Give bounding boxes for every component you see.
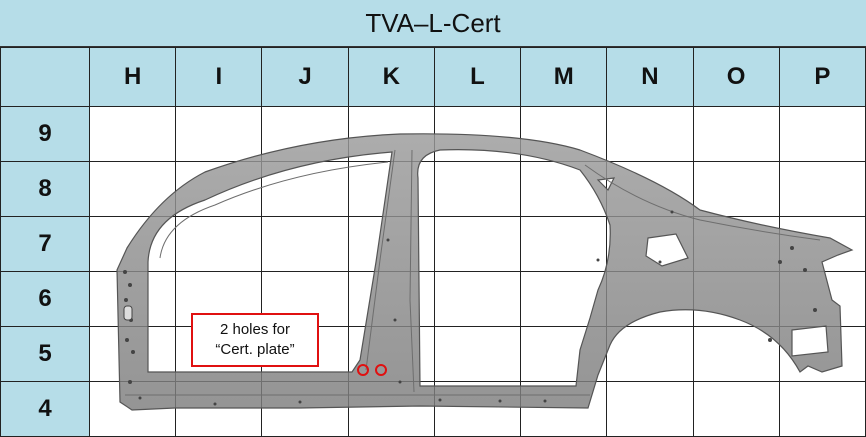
row-label: 6 (0, 271, 90, 327)
column-label: M (520, 47, 608, 107)
column-label: N (606, 47, 694, 107)
column-header-row: H I J K L M N O P (0, 47, 866, 107)
column-label: P (778, 47, 866, 107)
reference-grid: H I J K L M N O P 9 8 7 6 5 4 (0, 47, 866, 437)
grid-row: 9 (0, 106, 866, 162)
row-label: 5 (0, 326, 90, 382)
column-label: L (433, 47, 522, 107)
callout-line-2: “Cert. plate” (215, 341, 295, 358)
diagram-title: TVA–L-Cert (0, 0, 866, 47)
callout-line-1: 2 holes for (219, 321, 291, 338)
grid-row: 7 (0, 216, 866, 272)
grid-corner (0, 47, 90, 107)
column-label: I (175, 47, 263, 107)
column-label: O (692, 47, 780, 107)
grid-row: 4 (0, 381, 866, 437)
grid-row: 8 (0, 161, 866, 217)
row-label: 7 (0, 216, 90, 272)
grid-row: 6 (0, 271, 866, 327)
row-label: 8 (0, 161, 90, 217)
row-label: 4 (0, 381, 90, 437)
grid-row: 5 (0, 326, 866, 382)
column-label: H (88, 47, 177, 107)
cert-plate-callout: 2 holes for “Cert. plate” (191, 313, 319, 367)
column-label: J (261, 47, 349, 107)
row-label: 9 (0, 106, 90, 162)
column-label: K (347, 47, 435, 107)
